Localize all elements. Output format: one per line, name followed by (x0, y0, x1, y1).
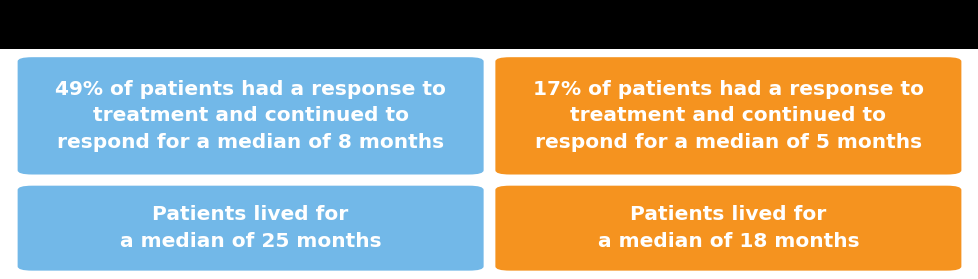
FancyBboxPatch shape (495, 186, 960, 271)
FancyBboxPatch shape (18, 57, 483, 175)
Text: Patients lived for
a median of 18 months: Patients lived for a median of 18 months (597, 205, 859, 251)
Text: Patients lived for
a median of 25 months: Patients lived for a median of 25 months (119, 205, 381, 251)
FancyBboxPatch shape (18, 186, 483, 271)
FancyBboxPatch shape (495, 57, 960, 175)
Text: 17% of patients had a response to
treatment and continued to
respond for a media: 17% of patients had a response to treatm… (532, 80, 923, 152)
Bar (0, 0, 978, 49)
Text: 49% of patients had a response to
treatment and continued to
respond for a media: 49% of patients had a response to treatm… (55, 80, 446, 152)
